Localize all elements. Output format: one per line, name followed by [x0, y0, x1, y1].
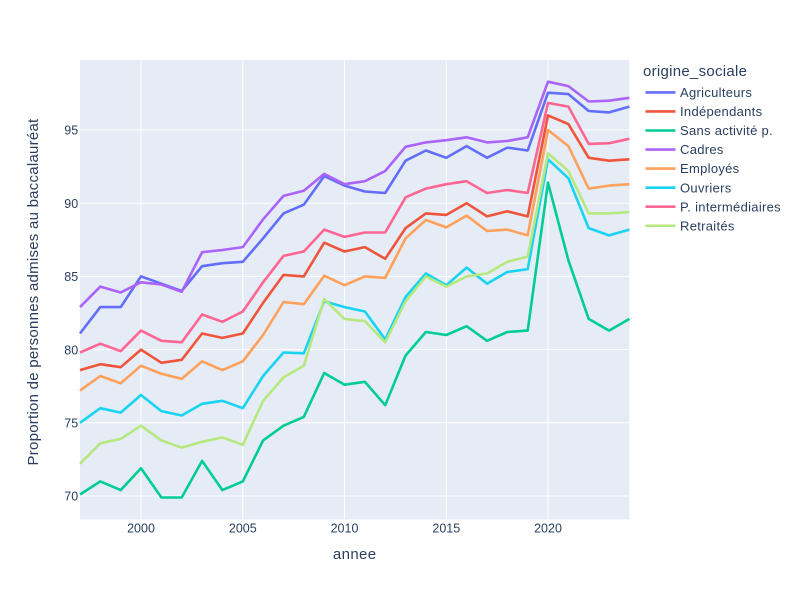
svg-text:Agriculteurs: Agriculteurs	[680, 85, 752, 100]
svg-text:origine_sociale: origine_sociale	[643, 63, 747, 80]
svg-text:85: 85	[64, 270, 78, 284]
svg-text:75: 75	[64, 417, 78, 431]
svg-text:Retraités: Retraités	[680, 218, 735, 233]
svg-text:Sans activité p.: Sans activité p.	[680, 123, 773, 138]
svg-text:80: 80	[64, 343, 78, 357]
svg-text:90: 90	[64, 197, 78, 211]
svg-text:2015: 2015	[432, 521, 460, 535]
svg-text:P. intermédiaires: P. intermédiaires	[680, 199, 781, 214]
svg-text:annee: annee	[333, 546, 377, 563]
svg-text:Cadres: Cadres	[680, 142, 724, 157]
svg-text:Ouvriers: Ouvriers	[680, 180, 732, 195]
svg-text:70: 70	[64, 490, 78, 504]
svg-text:2010: 2010	[331, 521, 359, 535]
svg-text:2000: 2000	[127, 521, 155, 535]
svg-text:Indépendants: Indépendants	[680, 104, 763, 119]
svg-text:2020: 2020	[534, 521, 562, 535]
svg-text:Employés: Employés	[680, 161, 740, 176]
svg-text:95: 95	[64, 124, 78, 138]
svg-text:Proportion de personnes admise: Proportion de personnes admises au bacca…	[25, 118, 42, 466]
svg-text:2005: 2005	[229, 521, 257, 535]
